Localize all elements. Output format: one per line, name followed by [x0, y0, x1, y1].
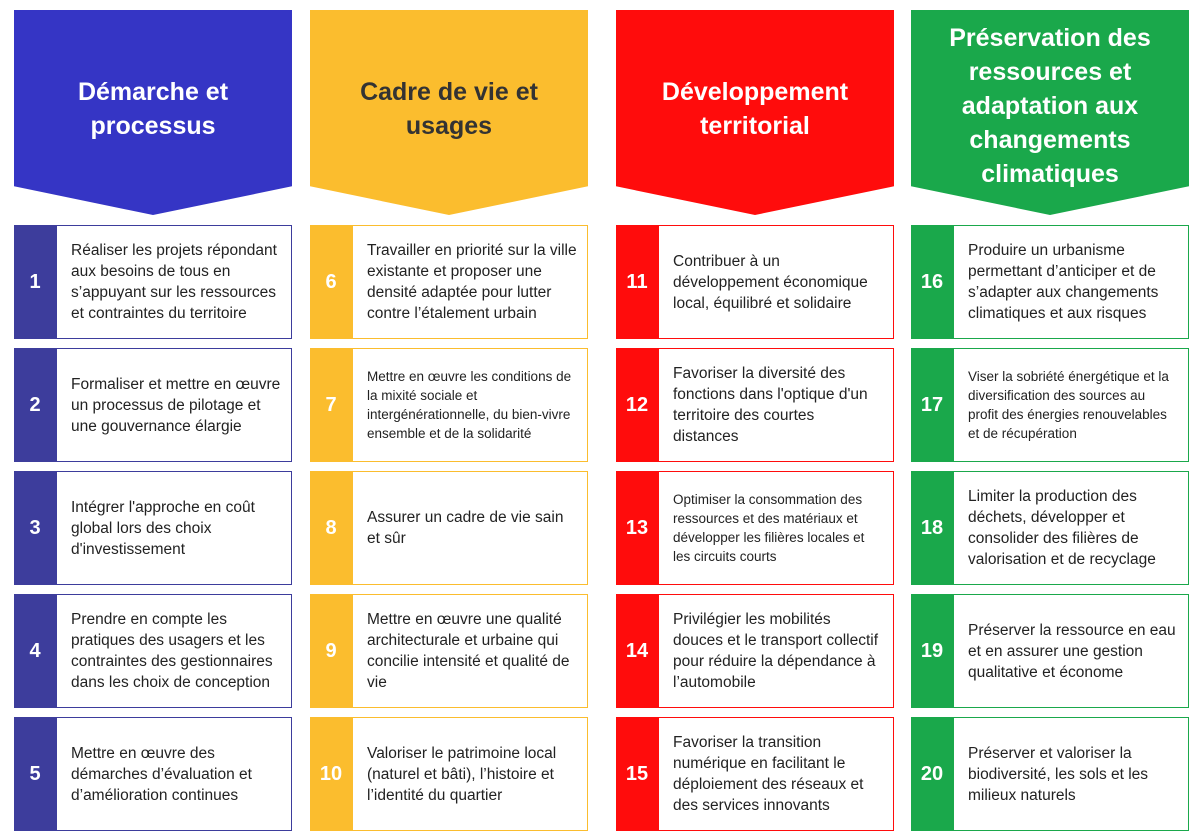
list-item: 1 Réaliser les projets répondant aux bes… — [14, 225, 292, 339]
list-item: 14 Privilégier les mobilités douces et l… — [616, 594, 894, 708]
item-text: Favoriser la diversité des fonctions dan… — [673, 365, 868, 445]
item-number: 20 — [911, 717, 953, 831]
item-number: 14 — [616, 594, 658, 708]
list-item: 9 Mettre en œuvre une qualité architectu… — [310, 594, 588, 708]
item-number: 9 — [310, 594, 352, 708]
item-text: Produire un urbanisme permettant d’antic… — [968, 242, 1159, 322]
item-number: 12 — [616, 348, 658, 462]
list-item: 11 Contribuer à un développement économi… — [616, 225, 894, 339]
list-item: 2 Formaliser et mettre en œuvre un proce… — [14, 348, 292, 462]
list-item: 4 Prendre en compte les pratiques des us… — [14, 594, 292, 708]
item-text: Mettre en œuvre les conditions de la mix… — [367, 369, 572, 441]
list-item: 13 Optimiser la consommation des ressour… — [616, 471, 894, 585]
item-text: Favoriser la transition numérique en fac… — [673, 734, 864, 814]
item-text: Mettre en œuvre des démarches d’évaluati… — [71, 744, 252, 804]
item-text: Travailler en priorité sur la ville exis… — [367, 242, 577, 322]
list-item: 6 Travailler en priorité sur la ville ex… — [310, 225, 588, 339]
item-text: Viser la sobriété énergétique et la dive… — [968, 369, 1169, 441]
column-title: Cadre de vie et usages — [360, 77, 538, 140]
item-text-box: Préserver la ressource en eau et en assu… — [953, 594, 1189, 708]
list-item: 16 Produire un urbanisme permettant d’an… — [911, 225, 1189, 339]
list-item: 5 Mettre en œuvre des démarches d’évalua… — [14, 717, 292, 831]
item-number: 2 — [14, 348, 56, 462]
item-text: Mettre en œuvre une qualité architectura… — [367, 611, 570, 691]
list-item: 7 Mettre en œuvre les conditions de la m… — [310, 348, 588, 462]
item-number: 15 — [616, 717, 658, 831]
item-text-box: Travailler en priorité sur la ville exis… — [352, 225, 588, 339]
column-title: Démarche et processus — [77, 77, 229, 140]
item-text-box: Valoriser le patrimoine local (naturel e… — [352, 717, 588, 831]
item-text: Optimiser la consommation des ressources… — [673, 492, 865, 564]
column-header: Cadre de vie et usages — [310, 10, 588, 215]
item-text-box: Optimiser la consommation des ressources… — [658, 471, 894, 585]
list-item: 15 Favoriser la transition numérique en … — [616, 717, 894, 831]
item-number: 11 — [616, 225, 658, 339]
item-text: Valoriser le patrimoine local (naturel e… — [367, 744, 557, 804]
item-text: Préserver et valoriser la biodiversité, … — [968, 744, 1149, 804]
item-number: 5 — [14, 717, 56, 831]
item-text-box: Favoriser la diversité des fonctions dan… — [658, 348, 894, 462]
column-title: Développement territorial — [661, 77, 849, 140]
column-demarche-processus: Démarche et processus 1 Réaliser les pro… — [14, 10, 292, 832]
item-text: Intégrer l'approche en coût global lors … — [71, 498, 255, 558]
list-item: 3 Intégrer l'approche en coût global lor… — [14, 471, 292, 585]
column-preservation-ressources: Préservation des ressources et adaptatio… — [911, 10, 1189, 832]
item-number: 18 — [911, 471, 953, 585]
item-text-box: Produire un urbanisme permettant d’antic… — [953, 225, 1189, 339]
item-number: 8 — [310, 471, 352, 585]
item-text-box: Réaliser les projets répondant aux besoi… — [56, 225, 292, 339]
item-text-box: Mettre en œuvre une qualité architectura… — [352, 594, 588, 708]
column-developpement-territorial: Développement territorial 11 Contribuer … — [616, 10, 894, 832]
list-item: 8 Assurer un cadre de vie sain et sûr — [310, 471, 588, 585]
item-text-box: Viser la sobriété énergétique et la dive… — [953, 348, 1189, 462]
list-item: 17 Viser la sobriété énergétique et la d… — [911, 348, 1189, 462]
column-cadre-de-vie: Cadre de vie et usages 6 Travailler en p… — [310, 10, 588, 832]
item-number: 1 — [14, 225, 56, 339]
item-text-box: Formaliser et mettre en œuvre un process… — [56, 348, 292, 462]
item-text-box: Favoriser la transition numérique en fac… — [658, 717, 894, 831]
column-header: Préservation des ressources et adaptatio… — [911, 10, 1189, 215]
item-text: Contribuer à un développement économique… — [673, 252, 868, 312]
list-item: 20 Préserver et valoriser la biodiversit… — [911, 717, 1189, 831]
column-header: Développement territorial — [616, 10, 894, 215]
list-item: 10 Valoriser le patrimoine local (nature… — [310, 717, 588, 831]
item-text: Préserver la ressource en eau et en assu… — [968, 621, 1176, 681]
item-number: 3 — [14, 471, 56, 585]
item-text: Formaliser et mettre en œuvre un process… — [71, 375, 281, 435]
item-text-box: Limiter la production des déchets, dével… — [953, 471, 1189, 585]
item-text: Prendre en compte les pratiques des usag… — [71, 611, 273, 691]
item-text: Limiter la production des déchets, dével… — [968, 488, 1156, 568]
item-text: Privilégier les mobilités douces et le t… — [673, 611, 879, 691]
column-header: Démarche et processus — [14, 10, 292, 215]
item-number: 17 — [911, 348, 953, 462]
item-text: Réaliser les projets répondant aux besoi… — [71, 242, 277, 322]
item-number: 10 — [310, 717, 352, 831]
item-number: 13 — [616, 471, 658, 585]
item-number: 7 — [310, 348, 352, 462]
item-number: 19 — [911, 594, 953, 708]
column-title: Préservation des ressources et adaptatio… — [949, 23, 1151, 188]
item-text-box: Mettre en œuvre des démarches d’évaluati… — [56, 717, 292, 831]
item-text-box: Préserver et valoriser la biodiversité, … — [953, 717, 1189, 831]
item-text-box: Prendre en compte les pratiques des usag… — [56, 594, 292, 708]
list-item: 12 Favoriser la diversité des fonctions … — [616, 348, 894, 462]
item-text-box: Intégrer l'approche en coût global lors … — [56, 471, 292, 585]
item-text-box: Mettre en œuvre les conditions de la mix… — [352, 348, 588, 462]
item-text-box: Assurer un cadre de vie sain et sûr — [352, 471, 588, 585]
item-text-box: Privilégier les mobilités douces et le t… — [658, 594, 894, 708]
item-text: Assurer un cadre de vie sain et sûr — [367, 509, 564, 547]
item-number: 16 — [911, 225, 953, 339]
item-number: 4 — [14, 594, 56, 708]
item-number: 6 — [310, 225, 352, 339]
list-item: 19 Préserver la ressource en eau et en a… — [911, 594, 1189, 708]
list-item: 18 Limiter la production des déchets, dé… — [911, 471, 1189, 585]
item-text-box: Contribuer à un développement économique… — [658, 225, 894, 339]
